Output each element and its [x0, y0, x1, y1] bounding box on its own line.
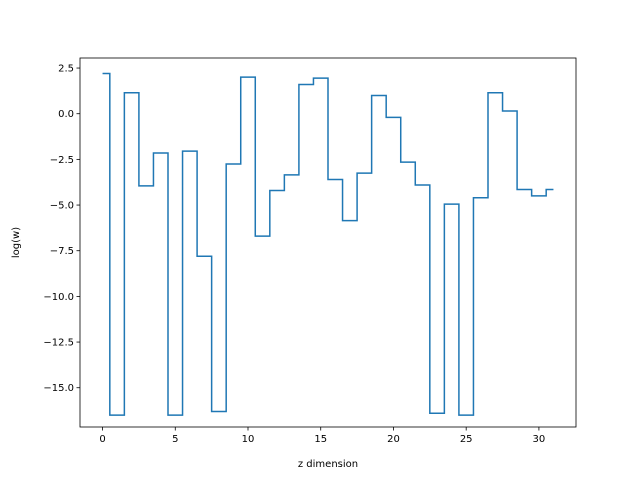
- x-axis-label: z dimension: [298, 459, 358, 470]
- x-tick-label: 15: [314, 434, 327, 445]
- x-tick-label: 0: [99, 434, 105, 445]
- x-tick-label: 25: [460, 434, 473, 445]
- series-step-line-0: [102, 72, 554, 416]
- y-tick-label: −10.0: [43, 292, 74, 303]
- axes-frame: [79, 57, 577, 428]
- y-axis-label: log(w): [11, 227, 22, 258]
- y-tick-label: −7.5: [50, 246, 74, 257]
- series-layer: [102, 72, 554, 416]
- y-tick-label: −2.5: [50, 155, 74, 166]
- x-tick-label: 5: [172, 434, 178, 445]
- y-tick-label: −12.5: [43, 338, 74, 349]
- y-tick-label: −15.0: [43, 383, 74, 394]
- y-tick-label: 2.5: [58, 64, 74, 75]
- y-tick-label: −5.0: [50, 201, 74, 212]
- axes-layer: 0 5 10 15 20 25 30 2.5 0.0 −2.5 −5.0 −7.5 −10.0 −12.5…: [43, 57, 577, 445]
- y-tick-label: 0.0: [58, 109, 74, 120]
- x-tick-label: 30: [533, 434, 546, 445]
- x-tick-label: 10: [242, 434, 255, 445]
- x-tick-label: 20: [387, 434, 400, 445]
